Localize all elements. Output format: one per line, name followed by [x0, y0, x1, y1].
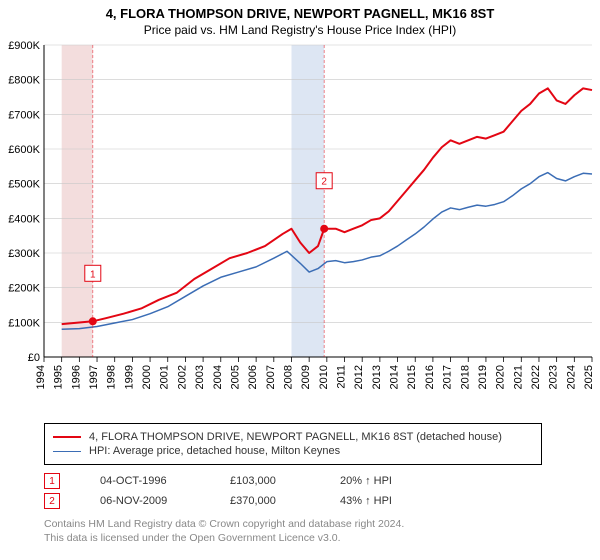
svg-text:2006: 2006: [247, 365, 259, 389]
svg-text:2003: 2003: [194, 365, 206, 389]
svg-text:2013: 2013: [371, 365, 383, 389]
sale-marker-1: 1: [44, 473, 60, 489]
chart-subtitle: Price paid vs. HM Land Registry's House …: [0, 23, 600, 37]
svg-text:2001: 2001: [159, 365, 171, 389]
svg-text:1999: 1999: [123, 365, 135, 389]
svg-text:£600K: £600K: [8, 144, 40, 156]
svg-text:2011: 2011: [336, 365, 348, 389]
svg-text:2025: 2025: [583, 365, 595, 389]
svg-text:2010: 2010: [318, 365, 330, 389]
svg-text:2024: 2024: [565, 365, 577, 389]
legend-swatch-hpi: [53, 451, 81, 452]
svg-text:2005: 2005: [229, 365, 241, 389]
sale-price-2: £370,000: [230, 495, 340, 507]
svg-text:£200K: £200K: [8, 283, 40, 295]
svg-text:2009: 2009: [300, 365, 312, 389]
disclaimer-line-1: Contains HM Land Registry data © Crown c…: [44, 517, 600, 531]
svg-text:£300K: £300K: [8, 248, 40, 260]
svg-text:1997: 1997: [88, 365, 100, 389]
chart-area: £0 £100K £200K £300K £400K £500K £600K £700K £80…: [0, 37, 600, 417]
svg-text:2019: 2019: [477, 365, 489, 389]
sale-price-1: £103,000: [230, 475, 340, 487]
svg-text:2012: 2012: [353, 365, 365, 389]
svg-text:2014: 2014: [389, 365, 401, 389]
chart-container: 4, FLORA THOMPSON DRIVE, NEWPORT PAGNELL…: [0, 0, 600, 545]
svg-text:£0: £0: [28, 352, 40, 364]
legend: 4, FLORA THOMPSON DRIVE, NEWPORT PAGNELL…: [44, 423, 542, 465]
sale-date-1: 04-OCT-1996: [100, 475, 230, 487]
svg-text:2022: 2022: [530, 365, 542, 389]
legend-label-hpi: HPI: Average price, detached house, Milt…: [89, 445, 340, 457]
legend-row-property: 4, FLORA THOMPSON DRIVE, NEWPORT PAGNELL…: [53, 431, 533, 443]
svg-text:2008: 2008: [282, 365, 294, 389]
svg-text:£100K: £100K: [8, 317, 40, 329]
sale-delta-2: 43% ↑ HPI: [340, 495, 392, 507]
sale-delta-1: 20% ↑ HPI: [340, 475, 392, 487]
sale-row-2: 2 06-NOV-2009 £370,000 43% ↑ HPI: [44, 493, 600, 509]
svg-text:2: 2: [321, 177, 327, 188]
svg-text:2020: 2020: [495, 365, 507, 389]
sale-date-2: 06-NOV-2009: [100, 495, 230, 507]
svg-text:1995: 1995: [53, 365, 65, 389]
sale-marker-2: 2: [44, 493, 60, 509]
legend-label-property: 4, FLORA THOMPSON DRIVE, NEWPORT PAGNELL…: [89, 431, 502, 443]
svg-text:1998: 1998: [106, 365, 118, 389]
svg-text:2000: 2000: [141, 365, 153, 389]
svg-text:2002: 2002: [176, 365, 188, 389]
svg-text:1: 1: [90, 269, 96, 280]
svg-text:2021: 2021: [512, 365, 524, 389]
disclaimer-line-2: This data is licensed under the Open Gov…: [44, 531, 600, 545]
title-block: 4, FLORA THOMPSON DRIVE, NEWPORT PAGNELL…: [0, 0, 600, 37]
svg-text:£500K: £500K: [8, 179, 40, 191]
legend-row-hpi: HPI: Average price, detached house, Milt…: [53, 445, 533, 457]
svg-text:2018: 2018: [459, 365, 471, 389]
svg-text:£400K: £400K: [8, 213, 40, 225]
sale-row-1: 1 04-OCT-1996 £103,000 20% ↑ HPI: [44, 473, 600, 489]
disclaimer: Contains HM Land Registry data © Crown c…: [44, 517, 600, 545]
svg-text:£900K: £900K: [8, 40, 40, 52]
chart-title: 4, FLORA THOMPSON DRIVE, NEWPORT PAGNELL…: [0, 6, 600, 21]
svg-text:2004: 2004: [212, 365, 224, 389]
svg-text:1996: 1996: [70, 365, 82, 389]
svg-text:£800K: £800K: [8, 75, 40, 87]
sales-table: 1 04-OCT-1996 £103,000 20% ↑ HPI 2 06-NO…: [44, 473, 600, 509]
svg-text:1994: 1994: [35, 365, 47, 389]
legend-swatch-property: [53, 436, 81, 438]
svg-text:£700K: £700K: [8, 109, 40, 121]
svg-text:2007: 2007: [265, 365, 277, 389]
svg-text:2016: 2016: [424, 365, 436, 389]
svg-text:2017: 2017: [442, 365, 454, 389]
svg-text:2015: 2015: [406, 365, 418, 389]
chart-svg: £0 £100K £200K £300K £400K £500K £600K £700K £80…: [0, 37, 600, 417]
svg-text:2023: 2023: [548, 365, 560, 389]
